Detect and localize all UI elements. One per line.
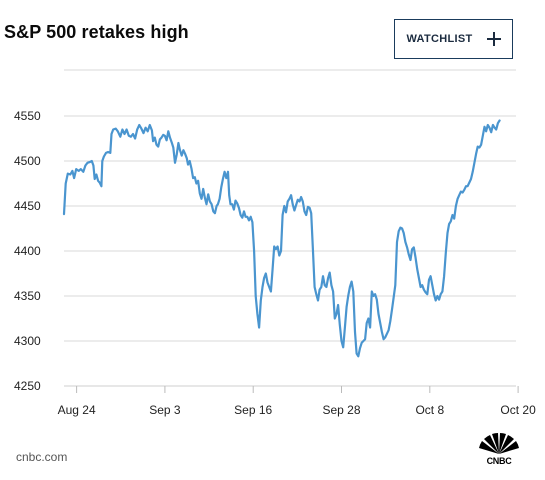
x-tick-label: Oct 20 bbox=[500, 403, 536, 417]
cnbc-peacock-logo bbox=[479, 433, 519, 454]
y-tick-label: 4350 bbox=[14, 289, 41, 303]
x-tick-label: Sep 28 bbox=[322, 403, 360, 417]
plus-icon bbox=[486, 32, 501, 46]
sp500-series-line bbox=[62, 119, 501, 358]
y-tick-label: 4500 bbox=[14, 154, 41, 168]
x-tick-label: Aug 24 bbox=[58, 403, 96, 417]
y-tick-label: 4300 bbox=[14, 334, 41, 348]
watchlist-label: WATCHLIST bbox=[406, 33, 473, 45]
y-tick-label: 4550 bbox=[14, 109, 41, 123]
y-tick-label: 4450 bbox=[14, 199, 41, 213]
x-tick-label: Sep 3 bbox=[149, 403, 181, 417]
line-chart: 4250 4300 4350 4400 4450 4500 4550 Aug 24 Sep 3 S… bbox=[14, 69, 536, 417]
source-label: cnbc.com bbox=[16, 450, 68, 464]
y-tick-label: 4400 bbox=[14, 244, 41, 258]
logo-text: CNBC bbox=[486, 456, 512, 466]
watchlist-button[interactable]: WATCHLIST bbox=[394, 19, 513, 59]
x-tick-label: Oct 8 bbox=[415, 403, 444, 417]
chart-title: S&P 500 retakes high bbox=[4, 22, 189, 42]
y-tick-label: 4250 bbox=[14, 379, 41, 393]
x-tick-label: Sep 16 bbox=[234, 403, 272, 417]
